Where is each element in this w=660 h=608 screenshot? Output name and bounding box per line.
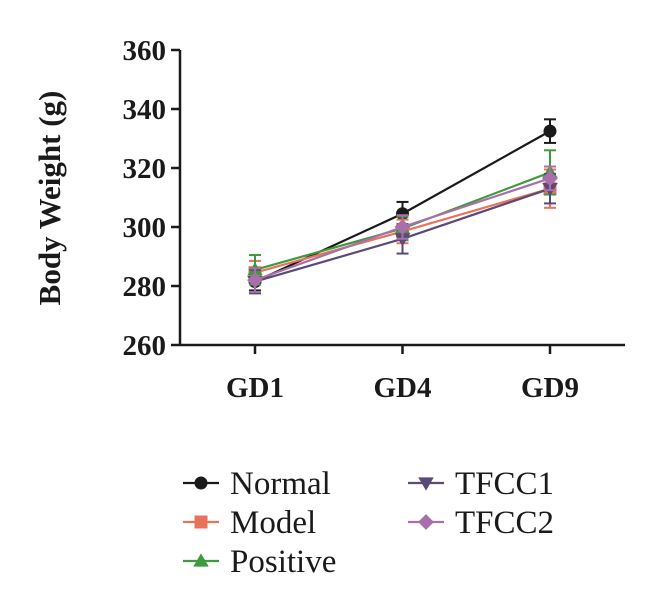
legend-item-normal: Normal	[183, 466, 331, 502]
legend-marker-normal	[194, 476, 208, 490]
y-tick-label: 300	[123, 212, 167, 244]
x-tick-label: GD4	[374, 372, 432, 404]
data-point-tfcc2	[247, 272, 263, 289]
data-point-normal	[543, 124, 557, 138]
legend-marker-tfcc1	[418, 477, 434, 491]
legend-marker-model	[194, 515, 208, 529]
legend-item-positive: Positive	[183, 544, 336, 580]
data-point-tfcc2	[542, 170, 558, 187]
axes: 260 280 300 320 340 360 GD1 GD4 GD9	[123, 35, 625, 404]
series-tfcc2	[247, 165, 558, 293]
legend-label-tfcc1: TFCC1	[455, 466, 554, 502]
y-tick-label: 280	[123, 271, 167, 303]
series-layer	[247, 118, 558, 295]
legend-item-tfcc1: TFCC1	[408, 466, 554, 502]
data-point-tfcc2	[394, 219, 411, 235]
x-tick-label: GD1	[226, 372, 284, 404]
legend-label-positive: Positive	[230, 544, 336, 580]
legend-item-model: Model	[183, 505, 316, 541]
legend-marker-positive	[193, 553, 209, 567]
legend-label-tfcc2: TFCC2	[455, 505, 554, 541]
legend-label-model: Model	[230, 505, 316, 541]
legend-item-tfcc2: TFCC2	[408, 505, 554, 541]
y-tick-label: 340	[123, 94, 167, 126]
legend-marker-tfcc2	[418, 514, 434, 530]
y-tick-label: 360	[123, 35, 167, 67]
y-tick-label: 260	[123, 330, 167, 362]
x-tick-label: GD9	[521, 372, 579, 404]
legend-label-normal: Normal	[230, 466, 331, 502]
y-axis-title: Body Weight (g)	[32, 91, 67, 306]
y-tick-label: 320	[123, 153, 167, 185]
